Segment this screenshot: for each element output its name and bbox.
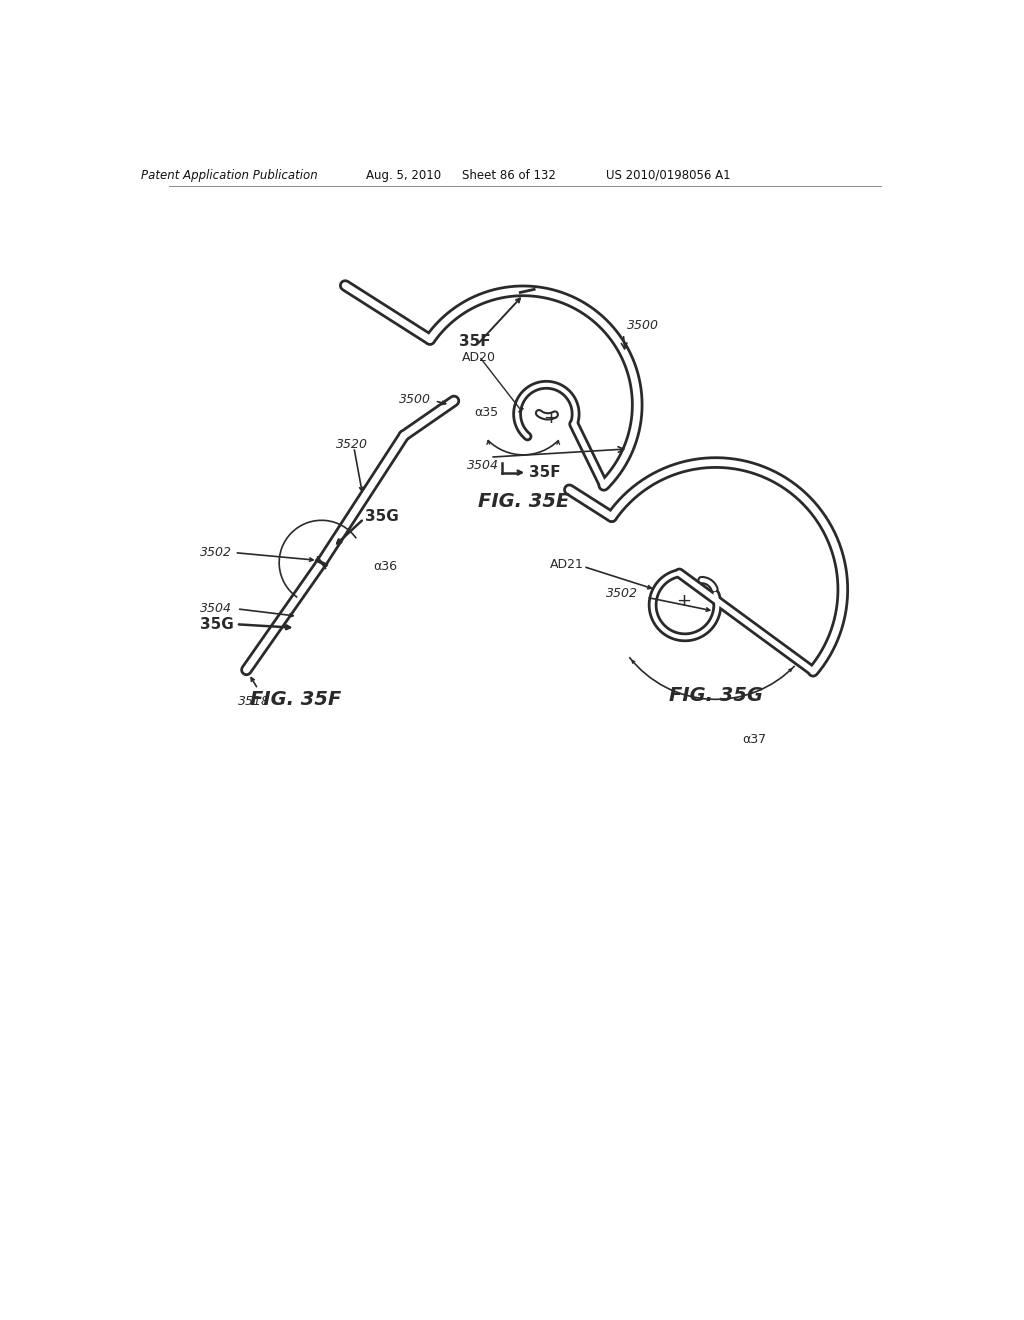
Text: Patent Application Publication: Patent Application Publication bbox=[140, 169, 317, 182]
Text: US 2010/0198056 A1: US 2010/0198056 A1 bbox=[606, 169, 730, 182]
Text: 3520: 3520 bbox=[336, 437, 369, 450]
Text: FIG. 35G: FIG. 35G bbox=[669, 686, 763, 705]
Text: α36: α36 bbox=[373, 560, 397, 573]
Text: 35G: 35G bbox=[366, 510, 399, 524]
Text: 3504: 3504 bbox=[467, 459, 499, 471]
Text: AD20: AD20 bbox=[462, 351, 496, 363]
Text: AD21: AD21 bbox=[550, 557, 584, 570]
Text: 35F: 35F bbox=[529, 465, 561, 480]
Text: Aug. 5, 2010: Aug. 5, 2010 bbox=[367, 169, 441, 182]
Text: 3504: 3504 bbox=[200, 602, 231, 615]
Text: FIG. 35E: FIG. 35E bbox=[477, 491, 569, 511]
Text: 3502: 3502 bbox=[200, 546, 231, 560]
Text: 3518: 3518 bbox=[239, 694, 270, 708]
Text: +: + bbox=[676, 593, 691, 610]
Text: α35: α35 bbox=[474, 407, 499, 418]
Text: 35F: 35F bbox=[460, 334, 490, 350]
Text: 3500: 3500 bbox=[398, 393, 430, 407]
Text: 3502: 3502 bbox=[605, 587, 638, 601]
Text: 3500: 3500 bbox=[628, 319, 659, 333]
Text: Sheet 86 of 132: Sheet 86 of 132 bbox=[463, 169, 556, 182]
Text: 35G: 35G bbox=[200, 616, 233, 632]
Text: FIG. 35F: FIG. 35F bbox=[251, 690, 342, 709]
Text: α37: α37 bbox=[742, 733, 766, 746]
Text: +: + bbox=[543, 409, 558, 426]
